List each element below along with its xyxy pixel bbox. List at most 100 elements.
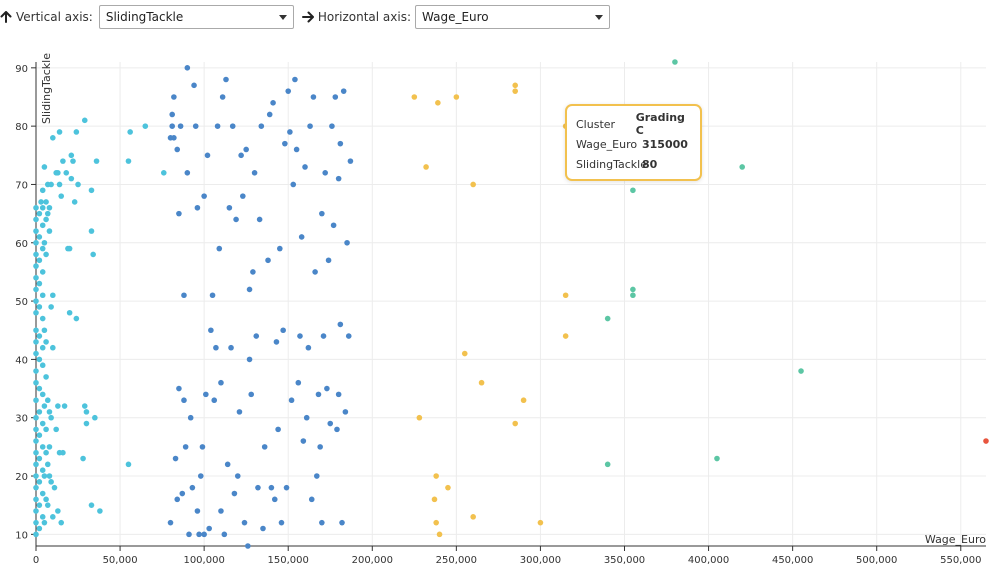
data-point[interactable] [39,269,46,275]
data-point[interactable] [172,455,179,462]
data-point[interactable] [56,181,63,188]
data-point[interactable] [39,204,46,211]
data-point[interactable] [44,502,51,508]
data-point[interactable] [33,286,39,293]
data-point[interactable] [36,525,43,532]
data-point[interactable] [423,164,429,170]
data-point[interactable] [478,379,485,386]
data-point[interactable] [308,496,315,503]
data-point[interactable] [36,257,43,264]
data-point[interactable] [41,519,48,526]
horizontal-axis-select[interactable]: Wage_Euro [415,5,610,29]
data-point[interactable] [51,484,58,491]
data-point[interactable] [310,94,317,100]
data-point[interactable] [125,158,132,164]
data-point[interactable] [97,508,103,514]
data-point[interactable] [36,455,43,462]
data-point[interactable] [248,391,255,398]
data-point[interactable] [270,100,276,106]
data-point[interactable] [39,222,46,229]
data-point[interactable] [275,426,281,433]
data-point[interactable] [512,82,519,89]
data-point[interactable] [33,519,39,526]
data-point[interactable] [36,502,43,508]
data-point[interactable] [43,216,49,223]
data-point[interactable] [33,298,39,304]
data-point[interactable] [48,181,54,188]
data-point[interactable] [182,444,189,450]
data-point[interactable] [60,158,66,164]
data-point[interactable] [41,473,48,479]
data-point[interactable] [167,519,174,526]
data-point[interactable] [75,181,81,188]
data-point[interactable] [219,94,226,100]
data-point[interactable] [39,292,46,299]
data-point[interactable] [714,455,720,462]
data-point[interactable] [92,414,98,421]
data-point[interactable] [211,397,218,404]
data-point[interactable] [80,455,86,462]
data-point[interactable] [171,135,177,141]
data-point[interactable] [181,397,187,404]
data-point[interactable] [41,403,48,409]
data-point[interactable] [223,76,229,83]
data-point[interactable] [66,309,73,316]
data-point[interactable] [300,438,307,444]
data-point[interactable] [171,94,177,100]
data-point[interactable] [255,484,261,491]
data-point[interactable] [271,496,278,503]
data-point[interactable] [520,397,527,404]
data-point[interactable] [174,146,181,153]
data-point[interactable] [41,239,48,246]
data-point[interactable] [48,304,54,310]
data-point[interactable] [512,420,519,427]
data-point[interactable] [261,444,268,450]
data-point[interactable] [41,164,48,170]
data-point[interactable] [461,350,468,357]
data-point[interactable] [48,414,54,421]
data-point[interactable] [302,164,308,170]
data-point[interactable] [33,274,39,281]
data-point[interactable] [176,210,182,217]
data-point[interactable] [33,327,39,334]
data-point[interactable] [33,263,39,269]
data-point[interactable] [739,164,745,170]
data-point[interactable] [33,368,39,374]
data-point[interactable] [433,473,439,479]
data-point[interactable] [246,356,253,363]
data-point[interactable] [335,391,342,398]
data-point[interactable] [470,181,476,188]
data-point[interactable] [58,193,65,199]
data-point[interactable] [320,333,327,339]
data-point[interactable] [288,397,295,404]
data-point[interactable] [260,525,266,532]
vertical-axis-select[interactable]: SlidingTackle [98,5,294,29]
data-point[interactable] [33,438,39,444]
data-point[interactable] [55,169,61,176]
data-point[interactable] [433,519,439,526]
data-point[interactable] [445,484,451,491]
data-point[interactable] [256,216,263,223]
data-point[interactable] [83,409,90,415]
data-point[interactable] [33,339,39,345]
data-point[interactable] [218,379,224,386]
data-point[interactable] [53,426,59,433]
data-point[interactable] [33,531,39,538]
data-point[interactable] [285,88,292,94]
data-point[interactable] [43,374,49,380]
data-point[interactable] [58,519,65,526]
data-point[interactable] [630,286,636,293]
data-point[interactable] [335,175,342,182]
data-point[interactable] [233,216,239,223]
data-point[interactable] [231,490,238,497]
data-point[interactable] [39,315,46,322]
data-point[interactable] [55,508,61,514]
data-point[interactable] [160,169,167,176]
data-point[interactable] [176,385,182,392]
data-point[interactable] [324,385,330,392]
data-point[interactable] [630,292,636,299]
data-point[interactable] [46,204,53,211]
data-point[interactable] [206,525,212,532]
data-point[interactable] [214,123,221,129]
data-point[interactable] [33,228,39,234]
